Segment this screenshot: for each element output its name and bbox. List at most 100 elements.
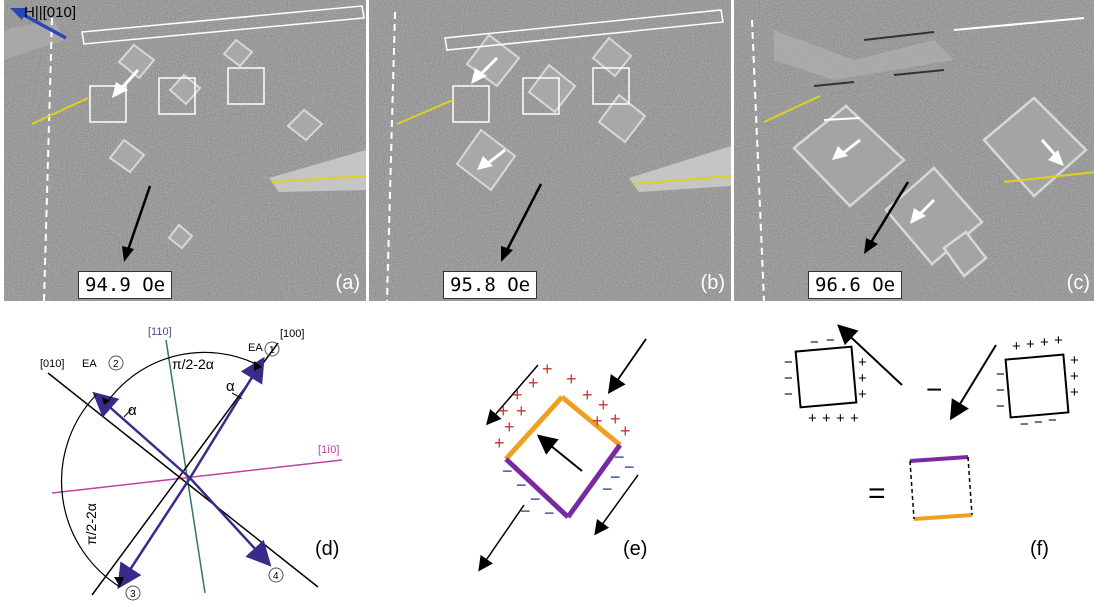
axes-diagram: [110] [100] [010] [1ī0] EA EA 1 2 3 4 π/… [40, 326, 343, 601]
circled-number-3: 3 [125, 585, 141, 601]
svg-text:+: + [1012, 338, 1021, 355]
svg-text:+: + [836, 410, 845, 427]
svg-text:+: + [850, 410, 859, 427]
svg-text:−: − [614, 447, 625, 467]
ea-label-1: EA [248, 342, 263, 354]
field-arrow-top [607, 338, 647, 394]
svg-text:+: + [620, 421, 631, 441]
svg-text:−: − [624, 457, 635, 477]
svg-text:−: − [602, 479, 613, 499]
svg-text:−: − [784, 354, 793, 371]
angle-label-alpha-left: α [128, 402, 137, 419]
field-direction-label: H||[010] [24, 4, 76, 21]
svg-text:+: + [610, 409, 621, 429]
svg-text:−: − [996, 382, 1005, 399]
svg-text:+: + [582, 385, 593, 405]
diagram-f: − − − − − + + + + + + + − + + + + + + + … [730, 305, 1094, 607]
svg-text:+: + [542, 359, 553, 379]
field-value-c: 96.6 Oe [808, 271, 903, 299]
svg-text:+: + [494, 433, 505, 453]
svg-text:2: 2 [113, 359, 119, 370]
svg-text:+: + [1070, 368, 1079, 385]
svg-text:4: 4 [273, 571, 279, 582]
right-domain-square [1004, 353, 1070, 419]
field-value-a: 94.9 Oe [78, 271, 173, 299]
panel-label-c: (c) [1066, 272, 1090, 294]
svg-text:−: − [1020, 416, 1029, 433]
negative-charges: − − − − − − − − − [502, 447, 635, 523]
right-charges: + + + + + + + − − − − − − [996, 332, 1079, 433]
label-1-10: [1ī0] [318, 444, 339, 456]
micrograph-b-image [369, 0, 731, 301]
easy-axis-4-arrow [189, 477, 272, 567]
angle-label-left: π/2-2α [83, 503, 99, 545]
svg-text:1: 1 [269, 345, 275, 356]
svg-text:+: + [528, 373, 539, 393]
svg-text:−: − [784, 386, 793, 403]
angle-arc-left [60, 394, 121, 588]
angle-label-alpha-right: α [226, 378, 235, 395]
svg-text:−: − [544, 503, 555, 523]
svg-text:+: + [808, 410, 817, 427]
purple-edge-left [504, 457, 570, 519]
field-value-b: 95.8 Oe [443, 271, 538, 299]
svg-text:+: + [504, 417, 515, 437]
left-domain-square [794, 345, 858, 409]
orange-edge-right [560, 395, 622, 447]
angle-label-top: π/2-2α [172, 356, 214, 372]
svg-text:−: − [1034, 414, 1043, 431]
svg-text:−: − [516, 475, 527, 495]
diagram-e: + + + + + + + + + + + + + − − − − − − − … [370, 305, 730, 607]
micrograph-c-image [734, 0, 1094, 301]
micrograph-panel-a: H||[010] 94.9 Oe (a) [4, 0, 366, 301]
svg-text:−: − [826, 332, 835, 349]
svg-text:+: + [566, 369, 577, 389]
ea-label-2: EA [82, 358, 97, 370]
charge-subtraction-diagram: − − − − − + + + + + + + − + + + + + + + … [784, 324, 1079, 521]
svg-text:−: − [502, 461, 513, 481]
panel-label-d: (d) [315, 538, 340, 560]
panel-label-e: (e) [623, 538, 648, 560]
edge-arrow-upper-left [486, 364, 539, 426]
micrograph-a-image [4, 0, 366, 301]
axis-010 [47, 372, 319, 588]
left-field-arrow [837, 324, 903, 386]
svg-text:+: + [598, 395, 609, 415]
svg-text:+: + [1054, 332, 1063, 349]
result-orange-edge [913, 513, 973, 521]
svg-text:+: + [858, 354, 867, 371]
circled-number-4: 4 [268, 567, 284, 583]
svg-text:+: + [592, 411, 603, 431]
label-100: [100] [280, 328, 304, 340]
svg-text:+: + [1070, 352, 1079, 369]
svg-text:−: − [1048, 412, 1057, 429]
svg-text:3: 3 [130, 589, 136, 600]
angle-arc-top [107, 351, 259, 402]
edge-arrow-lower-right [594, 474, 639, 536]
easy-axis-2-arrow [92, 391, 191, 479]
equals-sign: = [868, 477, 886, 510]
svg-text:−: − [784, 370, 793, 387]
svg-text:−: − [530, 489, 541, 509]
result-purple-edge [909, 455, 969, 463]
svg-text:+: + [1070, 384, 1079, 401]
circled-number-1: 1 [264, 341, 280, 357]
axis-110 [165, 339, 206, 594]
circled-number-2: 2 [108, 355, 124, 371]
svg-text:+: + [498, 401, 509, 421]
svg-text:+: + [1040, 334, 1049, 351]
svg-text:−: − [810, 334, 819, 351]
panel-label-f: (f) [1030, 538, 1049, 560]
svg-text:−: − [610, 467, 621, 487]
magnetization-arrow [536, 434, 583, 472]
panel-label-b: (b) [700, 272, 725, 294]
label-010: [010] [40, 358, 64, 370]
panel-label-a: (a) [335, 272, 360, 294]
easy-axis-3-arrow [117, 477, 192, 590]
micrograph-panel-b: 95.8 Oe (b) [369, 0, 731, 301]
label-110: [110] [148, 326, 172, 338]
micrograph-panel-c: 96.6 Oe (c) [734, 0, 1094, 301]
field-arrow-bottom [478, 504, 525, 572]
subtract-operator: − [926, 374, 942, 405]
positive-charges: + + + + + + + + + + + + + [494, 359, 631, 453]
